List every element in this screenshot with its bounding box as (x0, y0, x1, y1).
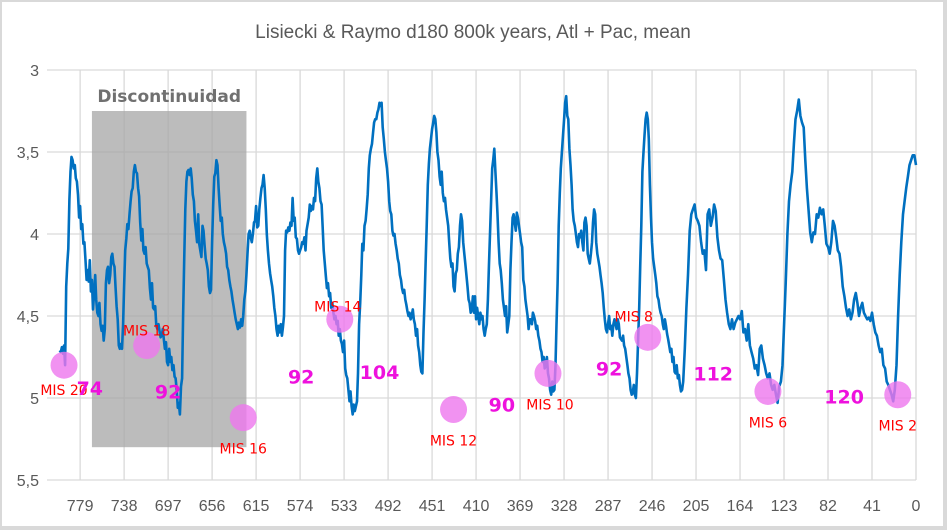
mis-marker-circle (534, 359, 562, 387)
series-layer (58, 94, 918, 416)
interval-label: 112 (693, 363, 733, 385)
x-tick-label: 164 (727, 498, 754, 515)
series-line-d18o (58, 94, 918, 416)
mis-label: MIS 14 (314, 299, 361, 315)
interval-label: 92 (155, 381, 181, 403)
x-tick-label: 328 (551, 498, 578, 515)
x-tick-label: 123 (771, 498, 798, 515)
interval-label: 92 (288, 367, 314, 389)
x-tick-label: 82 (819, 498, 837, 515)
mis-marker-circle (884, 381, 912, 409)
x-tick-label: 574 (287, 498, 314, 515)
interval-label: 120 (824, 386, 864, 408)
mis-markers (50, 305, 912, 432)
y-tick-label: 4 (30, 227, 39, 244)
x-tick-label: 533 (331, 498, 358, 515)
mis-label: MIS 8 (615, 309, 653, 325)
interval-label: 104 (360, 362, 400, 384)
x-tick-label: 246 (639, 498, 666, 515)
mis-label: MIS 20 (40, 383, 87, 399)
mis-marker-circle (229, 404, 257, 432)
x-tick-label: 656 (199, 498, 226, 515)
x-axis-ticks: 779 738 697 656 615 574 533 492 451 410 369 328 287 2… (67, 498, 921, 515)
mis-label: MIS 2 (879, 419, 917, 435)
mis-label: MIS 10 (526, 397, 573, 413)
mis-marker-circle (50, 351, 78, 379)
annotation-labels: MIS 20 MIS 18 MIS 16 MIS 14 MIS 12 MIS 10 MIS … (40, 299, 917, 457)
y-tick-label: 4,5 (17, 309, 39, 326)
mis-label: MIS 16 (220, 442, 267, 458)
x-tick-label: 697 (155, 498, 182, 515)
y-tick-label: 3 (30, 63, 39, 80)
mis-marker-circle (440, 395, 468, 423)
x-tick-label: 369 (507, 498, 534, 515)
discontinuity-region: Discontinuidad (91, 87, 247, 448)
x-tick-label: 205 (683, 498, 710, 515)
mis-marker-circle (754, 377, 782, 405)
x-tick-label: 451 (419, 498, 446, 515)
y-tick-label: 5,5 (17, 473, 39, 490)
x-tick-label: 738 (111, 498, 138, 515)
mis-label: MIS 18 (123, 324, 170, 340)
y-tick-label: 5 (30, 391, 39, 408)
x-tick-label: 410 (463, 498, 490, 515)
y-axis-ticks: 3 3,5 4 4,5 5 5,5 (17, 63, 39, 490)
interval-label: 74 (77, 378, 103, 400)
x-tick-label: 615 (243, 498, 270, 515)
mis-label: MIS 6 (749, 415, 788, 431)
interval-label: 92 (596, 358, 622, 380)
mis-marker-circle (634, 323, 662, 351)
x-tick-label: 492 (375, 498, 402, 515)
x-tick-label: 0 (912, 498, 921, 515)
y-tick-label: 3,5 (17, 145, 39, 162)
x-gridlines (79, 70, 917, 480)
discontinuity-box (91, 111, 247, 448)
x-tick-label: 41 (863, 498, 881, 515)
mis-marker-circle (326, 305, 354, 333)
discontinuity-label: Discontinuidad (97, 87, 241, 107)
x-tick-label: 287 (595, 498, 622, 515)
interval-label: 90 (489, 395, 515, 417)
mis-marker-circle (133, 332, 161, 360)
x-tick-label: 779 (67, 498, 94, 515)
chart-title: Lisiecki & Raymo d180 800k years, Atl + … (255, 22, 691, 43)
mis-label: MIS 12 (430, 433, 477, 449)
